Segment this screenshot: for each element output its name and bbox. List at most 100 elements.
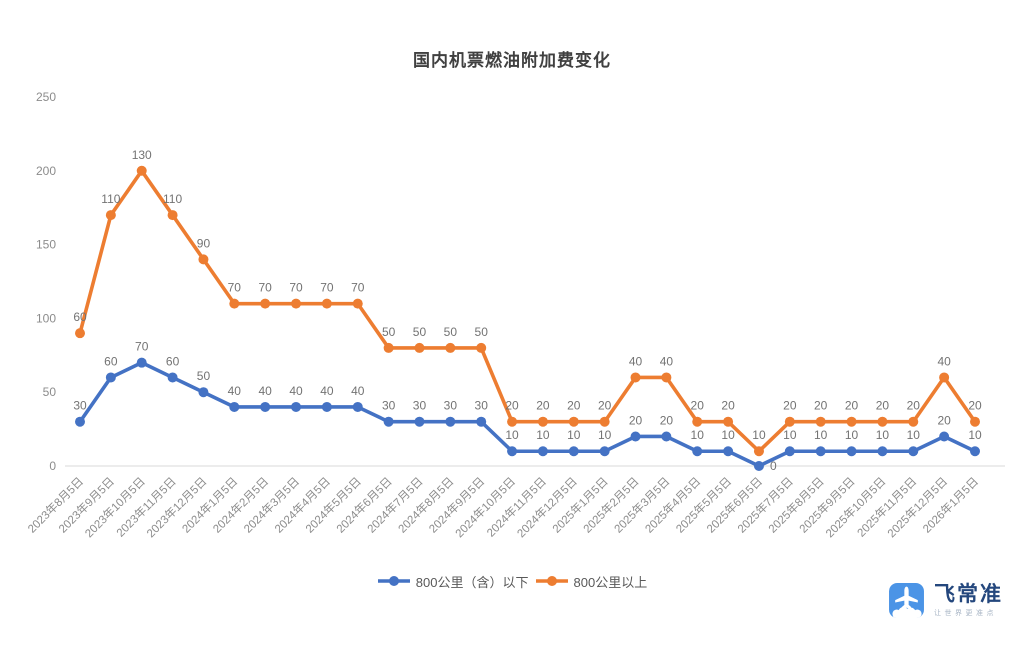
y-axis-label: 0: [49, 459, 56, 473]
data-point: [198, 254, 209, 265]
data-label: 110: [163, 192, 182, 206]
data-point: [229, 298, 240, 309]
data-label: 30: [382, 399, 396, 413]
data-label: 10: [536, 428, 550, 442]
data-point: [753, 461, 764, 471]
data-point: [537, 416, 548, 427]
data-label: 40: [351, 384, 365, 398]
data-point: [599, 446, 610, 457]
data-point: [260, 401, 271, 412]
data-point: [352, 401, 363, 412]
data-point: [908, 416, 919, 427]
data-label: 50: [444, 325, 458, 339]
data-label: 20: [937, 413, 951, 427]
data-point: [507, 446, 518, 457]
data-label: 30: [475, 399, 489, 413]
legend-marker-icon: [377, 576, 410, 586]
data-point: [75, 416, 85, 427]
data-label: 20: [783, 399, 797, 413]
data-point: [352, 298, 363, 309]
data-point: [815, 446, 826, 457]
data-label: 70: [228, 281, 242, 295]
series-above-800km: 60 110 130 110 90 70 70 70 70 70 50 50 50 50 20 20 20 20 4…: [73, 148, 982, 457]
data-point: [321, 298, 332, 309]
data-point: [908, 446, 919, 457]
data-label: 40: [289, 384, 303, 398]
data-point: [229, 401, 240, 412]
data-label: 10: [721, 428, 735, 442]
airplane-glyph: [895, 586, 918, 609]
data-label: 50: [197, 369, 211, 383]
y-axis-label: 250: [36, 90, 56, 104]
data-point: [568, 446, 579, 457]
data-point: [198, 387, 209, 398]
data-label: 20: [814, 399, 828, 413]
legend-item-above-800km: 800公里以上: [535, 572, 648, 591]
data-label: 10: [691, 428, 705, 442]
data-label: 70: [351, 281, 365, 295]
data-label: 10: [876, 428, 890, 442]
data-point: [476, 342, 487, 353]
data-point: [877, 446, 888, 457]
data-label: 0: [770, 459, 777, 473]
x-axis-labels: 2023年8月5日2023年9月5日2023年10月5日2023年11月5日20…: [25, 474, 981, 540]
legend-label: 800公里以上: [573, 574, 648, 590]
data-point: [630, 372, 641, 383]
x-axis-label: 2023年8月5日: [25, 474, 86, 535]
data-point: [260, 298, 271, 309]
data-point: [599, 416, 610, 427]
data-label: 30: [73, 399, 87, 413]
series-line: [78, 169, 977, 454]
data-label: 40: [937, 354, 951, 368]
data-label: 10: [907, 428, 921, 442]
data-point: [939, 431, 950, 442]
data-label: 20: [876, 399, 890, 413]
data-point: [136, 165, 147, 176]
data-label: 10: [752, 428, 766, 442]
data-point: [167, 210, 178, 221]
data-label: 50: [475, 325, 489, 339]
data-point: [167, 372, 178, 383]
data-label: 10: [845, 428, 859, 442]
data-point: [846, 416, 857, 427]
data-label: 20: [968, 399, 982, 413]
data-point: [846, 446, 857, 457]
data-point: [383, 342, 394, 353]
data-point: [723, 446, 734, 457]
data-point: [784, 446, 795, 457]
series-line: [78, 360, 977, 468]
data-label: 110: [101, 192, 120, 206]
data-label: 20: [629, 413, 643, 427]
data-point: [75, 328, 85, 339]
data-point: [414, 342, 425, 353]
brand-tagline: 让世界更准点: [934, 609, 997, 617]
legend-item-below-800km: 800公里（含）以下: [377, 572, 529, 591]
data-label: 20: [660, 413, 674, 427]
data-point: [445, 416, 456, 427]
data-point: [445, 342, 456, 353]
data-label: 10: [505, 428, 519, 442]
data-label: 10: [567, 428, 581, 442]
data-point: [383, 416, 394, 427]
data-point: [970, 416, 980, 427]
data-point: [291, 298, 302, 309]
chart-title: 国内机票燃油附加费变化: [413, 51, 611, 70]
data-label: 40: [228, 384, 242, 398]
data-point: [661, 372, 672, 383]
data-point: [661, 431, 672, 442]
data-label: 10: [968, 428, 982, 442]
data-label: 70: [289, 281, 303, 295]
data-label: 30: [413, 399, 427, 413]
data-point: [753, 446, 764, 457]
data-point: [105, 372, 116, 383]
data-label: 20: [691, 399, 705, 413]
data-label: 70: [320, 281, 334, 295]
data-point: [630, 431, 641, 442]
data-label: 20: [567, 399, 581, 413]
data-point: [414, 416, 425, 427]
data-point: [105, 210, 116, 221]
y-axis-label: 100: [36, 311, 56, 325]
data-point: [507, 416, 518, 427]
cloud-glyph: [892, 606, 922, 618]
